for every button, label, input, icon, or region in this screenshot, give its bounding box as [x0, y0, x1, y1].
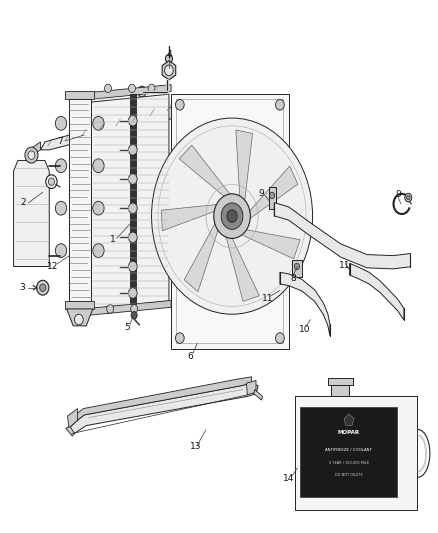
Circle shape	[55, 244, 67, 257]
Text: 4: 4	[166, 50, 172, 59]
Circle shape	[55, 159, 67, 173]
Polygon shape	[67, 409, 78, 428]
Polygon shape	[344, 414, 354, 426]
Circle shape	[128, 84, 135, 93]
Polygon shape	[350, 263, 404, 320]
Text: 12: 12	[47, 262, 58, 271]
Circle shape	[269, 192, 275, 199]
Polygon shape	[130, 94, 136, 304]
Circle shape	[176, 333, 184, 343]
Polygon shape	[161, 204, 219, 231]
Circle shape	[93, 159, 104, 173]
Circle shape	[46, 175, 57, 189]
Text: 7: 7	[57, 138, 63, 147]
Polygon shape	[331, 385, 349, 397]
Text: DO NOT DILUTE: DO NOT DILUTE	[335, 473, 363, 477]
Circle shape	[166, 54, 173, 63]
Circle shape	[276, 100, 284, 110]
Circle shape	[128, 288, 137, 298]
Polygon shape	[328, 378, 353, 385]
Polygon shape	[280, 272, 330, 336]
Circle shape	[93, 201, 104, 215]
Polygon shape	[41, 108, 184, 150]
Polygon shape	[292, 260, 302, 277]
Circle shape	[93, 244, 104, 257]
Text: 3: 3	[19, 283, 25, 292]
Circle shape	[152, 118, 313, 314]
Polygon shape	[300, 407, 397, 497]
Polygon shape	[226, 235, 259, 301]
Text: 11: 11	[339, 261, 350, 270]
Circle shape	[40, 284, 46, 292]
Text: 5: 5	[124, 323, 130, 332]
Polygon shape	[77, 377, 252, 420]
Text: 9: 9	[396, 190, 401, 199]
Circle shape	[214, 194, 251, 238]
Circle shape	[405, 193, 412, 202]
Text: MOPAR: MOPAR	[338, 430, 360, 435]
Polygon shape	[14, 160, 49, 266]
Circle shape	[128, 174, 137, 184]
Polygon shape	[67, 309, 93, 326]
Text: 1: 1	[110, 236, 115, 245]
Polygon shape	[295, 397, 417, 511]
Text: 10: 10	[300, 325, 311, 334]
Circle shape	[25, 147, 38, 163]
Circle shape	[37, 280, 49, 295]
Polygon shape	[247, 381, 256, 395]
Polygon shape	[240, 229, 300, 259]
Circle shape	[107, 305, 114, 313]
Text: 2: 2	[20, 198, 26, 207]
Polygon shape	[162, 61, 176, 80]
Polygon shape	[254, 390, 262, 400]
Polygon shape	[179, 145, 231, 198]
Text: 14: 14	[283, 474, 294, 483]
Circle shape	[294, 263, 300, 270]
Text: 5 YEAR / 150,000 MILE: 5 YEAR / 150,000 MILE	[329, 461, 369, 465]
Circle shape	[48, 178, 54, 185]
Polygon shape	[69, 383, 258, 435]
Polygon shape	[236, 130, 253, 203]
Circle shape	[128, 232, 137, 243]
Text: 6: 6	[188, 352, 194, 361]
Polygon shape	[65, 91, 94, 100]
Circle shape	[131, 305, 138, 313]
Circle shape	[128, 115, 137, 126]
Polygon shape	[274, 203, 410, 269]
Circle shape	[131, 312, 137, 319]
Circle shape	[55, 116, 67, 130]
Circle shape	[74, 314, 83, 325]
Circle shape	[148, 84, 155, 93]
Polygon shape	[91, 94, 169, 309]
Text: 9: 9	[259, 189, 265, 198]
Polygon shape	[65, 301, 94, 310]
Circle shape	[128, 203, 137, 214]
Polygon shape	[269, 188, 276, 209]
Circle shape	[55, 201, 67, 215]
Circle shape	[221, 203, 243, 229]
Circle shape	[105, 84, 112, 93]
Circle shape	[128, 144, 137, 155]
Circle shape	[176, 100, 184, 110]
Circle shape	[406, 196, 410, 200]
Polygon shape	[69, 100, 91, 301]
Text: 13: 13	[190, 442, 201, 451]
Circle shape	[28, 151, 35, 159]
Circle shape	[165, 65, 173, 76]
Circle shape	[93, 116, 104, 130]
Circle shape	[138, 86, 146, 97]
Polygon shape	[248, 166, 298, 220]
Text: 11: 11	[262, 294, 274, 303]
Circle shape	[128, 261, 137, 272]
Text: 8: 8	[290, 273, 296, 282]
Polygon shape	[88, 85, 171, 100]
Polygon shape	[88, 301, 171, 316]
Polygon shape	[184, 222, 219, 292]
Polygon shape	[66, 426, 74, 436]
Text: ANTIFREEZE / COOLANT: ANTIFREEZE / COOLANT	[325, 448, 372, 453]
Polygon shape	[32, 142, 41, 155]
Circle shape	[276, 333, 284, 343]
Circle shape	[227, 210, 237, 222]
Polygon shape	[171, 94, 289, 349]
